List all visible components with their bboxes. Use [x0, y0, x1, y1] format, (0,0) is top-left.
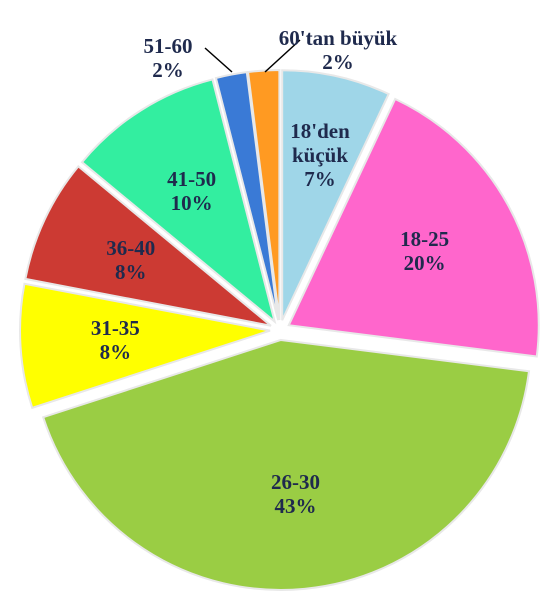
value-label: 8% — [99, 340, 132, 365]
slice-label: 41-50 10% — [167, 167, 216, 215]
value-label: 8% — [114, 259, 147, 284]
category-label: 26-30 — [271, 470, 321, 495]
pie-slice — [246, 69, 281, 321]
value-label: 2% — [152, 58, 184, 82]
slice-label: 18'den küçük 7% — [280, 119, 360, 191]
pie-slice — [19, 282, 271, 410]
value-label: 43% — [274, 494, 317, 519]
slice-label: 60'tan büyük 2% — [279, 26, 397, 74]
value-label: 2% — [322, 50, 354, 74]
category-label: 31-35 — [90, 316, 140, 341]
leader-line — [204, 47, 233, 73]
pie-slice — [24, 164, 272, 327]
category-label: 51-60 — [143, 34, 193, 58]
slice-label: 31-35 8% — [91, 316, 140, 364]
pie-slice — [281, 69, 390, 321]
category-label: 18-25 — [400, 226, 450, 251]
pie-slice — [287, 97, 540, 358]
pie-slice — [41, 338, 531, 591]
slice-label: 36-40 8% — [106, 236, 155, 284]
slice-label: 18-25 20% — [400, 227, 449, 275]
category-label: 60'tan büyük — [278, 26, 398, 50]
value-label: 7% — [304, 167, 336, 191]
category-label: 41-50 — [167, 166, 217, 191]
pie-slice — [80, 78, 277, 325]
category-label: 36-40 — [106, 235, 156, 260]
pie-slice — [214, 71, 280, 321]
slice-label: 51-60 2% — [144, 34, 193, 82]
category-label: 18'den küçük — [290, 119, 350, 167]
value-label: 10% — [170, 190, 213, 215]
slice-label: 26-30 43% — [271, 470, 320, 518]
leader-line — [264, 39, 301, 73]
value-label: 20% — [403, 250, 446, 275]
